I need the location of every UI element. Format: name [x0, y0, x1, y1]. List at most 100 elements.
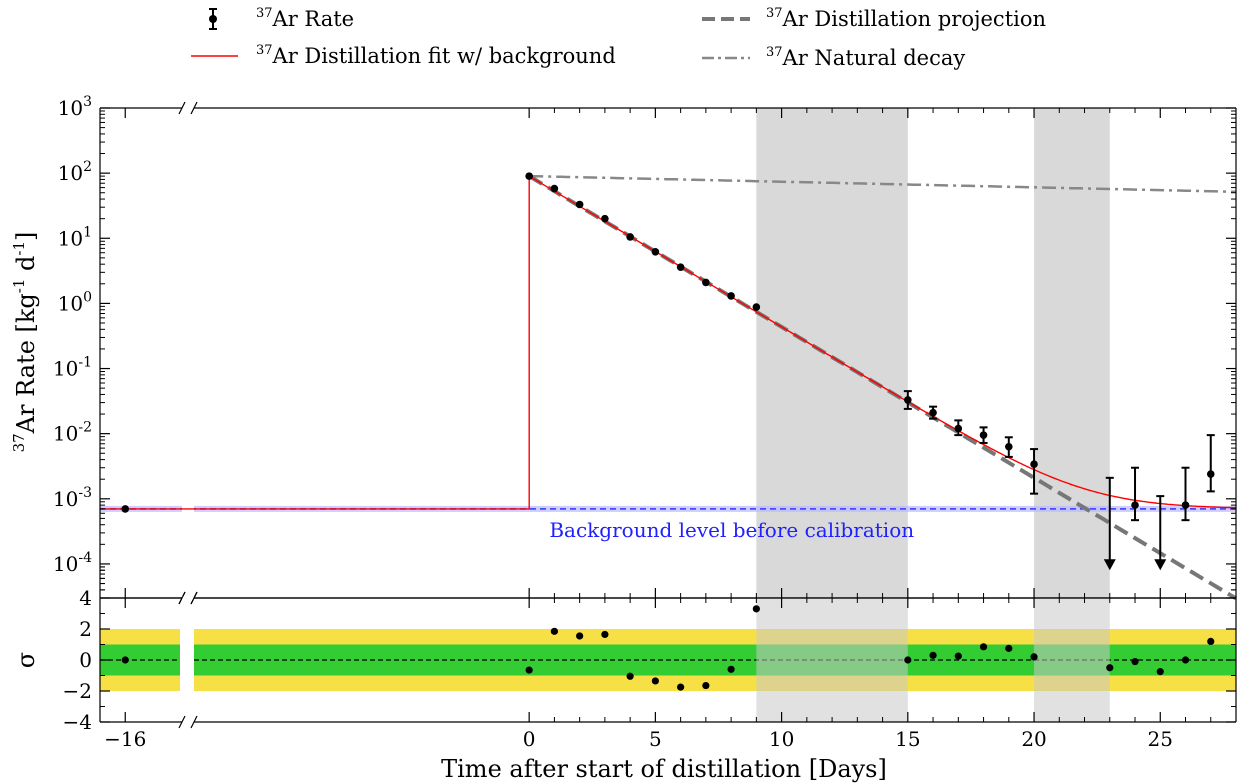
tick-exponent: 1 — [83, 224, 92, 240]
res-y-tick-label-4: −4 — [63, 710, 92, 734]
rate-point-7 — [676, 263, 685, 271]
residual-point-15 — [1005, 644, 1013, 652]
main-y-tick-label-2: 101 — [58, 224, 92, 250]
main-y-tick-label-6: 10-3 — [53, 485, 92, 511]
break-mark-main-a-0 — [178, 101, 186, 115]
background-annotation: Background level before calibration — [549, 518, 914, 542]
tick-base: 10 — [53, 552, 78, 576]
x-tick-label-6: 25 — [1148, 727, 1173, 751]
rate-point-14 — [979, 431, 988, 439]
break-gap-res-1 — [182, 720, 194, 724]
residual-point-0 — [121, 656, 129, 664]
rate-point-16 — [1030, 460, 1038, 468]
residual-point-1 — [525, 666, 533, 674]
residual-point-2 — [550, 627, 559, 635]
break-mark-main-b-0 — [190, 101, 198, 115]
tick-base: 10 — [53, 422, 78, 446]
main-y-axis-title: 37Ar Rate [kg-1 d-1] — [10, 232, 40, 453]
rate-point-4 — [601, 214, 609, 223]
tick-exponent: -4 — [78, 550, 92, 566]
main-y-tick-label-5: 10-2 — [53, 420, 92, 446]
rate-point-5 — [626, 233, 634, 241]
background-band — [100, 505, 1236, 512]
rate-point-20 — [1181, 501, 1190, 509]
res-y-tick-label-2: 0 — [79, 648, 92, 672]
legend-rate-marker — [209, 15, 217, 23]
residual-shaded-interval-0 — [756, 598, 908, 722]
tick-exponent: -1 — [78, 355, 92, 371]
rate-point-18 — [1131, 501, 1139, 509]
residual-point-12 — [929, 651, 937, 659]
residual-point-5 — [626, 672, 634, 680]
residual-point-21 — [1207, 637, 1215, 646]
tick-base: 10 — [53, 487, 78, 511]
residual-point-4 — [601, 630, 609, 639]
residual-point-11 — [904, 656, 912, 664]
legend-projection-label: 37Ar Distillation projection — [766, 6, 1046, 31]
legend-entry-projection: 37Ar Distillation projection — [702, 6, 1046, 31]
residual-shaded-intervals — [756, 598, 1110, 722]
residual-point-14 — [979, 643, 988, 651]
rate-point-3 — [575, 200, 584, 209]
legend-entry-decay: 37Ar Natural decay — [702, 45, 965, 70]
rate-point-1 — [525, 172, 533, 180]
residual-point-16 — [1030, 653, 1038, 661]
main-panel: Background level before calibration 1031… — [53, 94, 1238, 605]
residual-point-9 — [727, 665, 735, 673]
rate-point-12 — [929, 408, 937, 417]
main-y-tick-label-7: 10-4 — [53, 550, 92, 576]
rate-point-0 — [121, 505, 130, 513]
tick-exponent: 0 — [83, 289, 92, 305]
rate-point-6 — [651, 247, 660, 256]
tick-exponent: -2 — [78, 420, 92, 436]
break-gap-main-0 — [182, 106, 194, 110]
residual-point-3 — [576, 632, 584, 640]
shaded-interval-1 — [1034, 108, 1110, 598]
x-axis-title: Time after start of distillation [Days] — [441, 755, 887, 783]
break-mark-res-b-0 — [190, 591, 198, 605]
residual-shaded-interval-1 — [1034, 598, 1110, 722]
legend-fit-label: 37Ar Distillation fit w/ background — [256, 43, 616, 68]
upper-limit-arrow-19 — [1154, 559, 1167, 571]
residual-point-10 — [752, 605, 760, 613]
x-ticks: −16 0 5 10 15 20 25 — [104, 108, 1237, 751]
tick-base: 10 — [58, 161, 83, 185]
tick-base: 10 — [58, 291, 83, 315]
rate-point-11 — [904, 396, 912, 404]
residual-point-17 — [1106, 664, 1114, 672]
break-gap-res-0 — [182, 596, 194, 600]
model-lines — [100, 174, 1238, 601]
res-y-tick-label-1: 2 — [79, 617, 92, 641]
upper-limit-arrow-17 — [1103, 559, 1116, 571]
rate-point-21 — [1206, 470, 1215, 478]
rate-points — [121, 172, 1215, 571]
x-tick-label-2: 5 — [649, 727, 662, 751]
tick-exponent: 2 — [83, 159, 92, 175]
legend-decay-label: 37Ar Natural decay — [766, 45, 965, 70]
residual-y-ticks: 4 2 0 −2 −4 — [63, 586, 1236, 734]
residual-point-18 — [1131, 657, 1139, 666]
break-mark-res-a-0 — [178, 591, 186, 605]
shaded-interval-0 — [756, 108, 908, 598]
main-y-tick-label-0: 103 — [58, 94, 92, 120]
residual-point-19 — [1156, 668, 1164, 676]
residual-point-6 — [651, 677, 659, 685]
residual-points — [121, 605, 1215, 691]
rate-point-13 — [954, 424, 963, 433]
x-tick-label-0: −16 — [104, 727, 146, 751]
x-tick-label-3: 10 — [769, 727, 794, 751]
legend-entry-fit: 37Ar Distillation fit w/ background — [191, 43, 616, 68]
tick-base: 10 — [53, 357, 78, 381]
rate-point-15 — [1005, 442, 1013, 451]
res-y-tick-label-0: 4 — [79, 586, 92, 610]
main-y-tick-label-3: 100 — [58, 289, 92, 315]
tick-base: 10 — [58, 226, 83, 250]
residual-point-8 — [702, 681, 710, 690]
tick-exponent: 3 — [83, 94, 92, 110]
legend-rate-label: 37Ar Rate — [256, 6, 354, 31]
x-tick-label-4: 15 — [895, 727, 920, 751]
residual-panel: 4 2 0 −2 −4 — [63, 586, 1237, 734]
x-tick-label-5: 20 — [1021, 727, 1046, 751]
